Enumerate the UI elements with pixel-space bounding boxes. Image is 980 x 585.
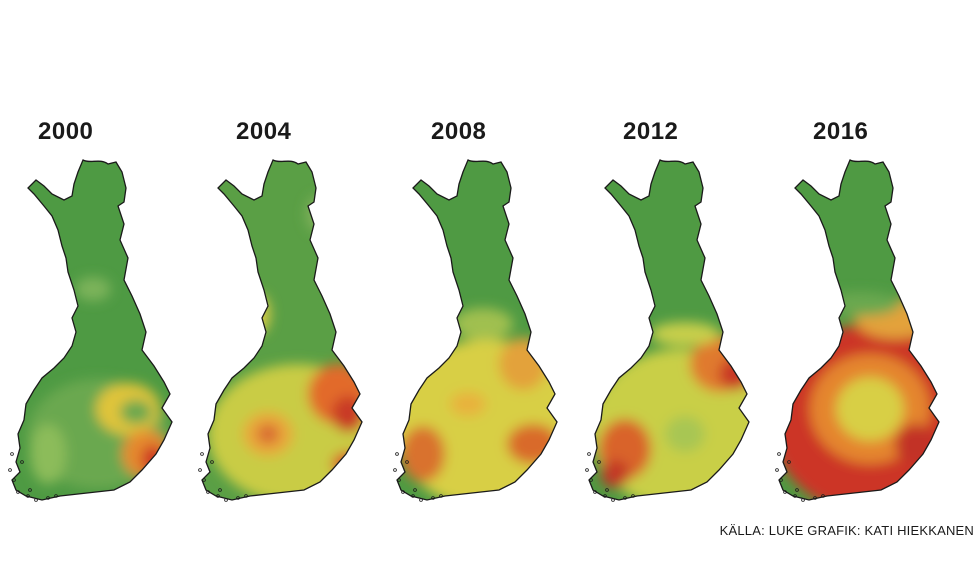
island-mark bbox=[801, 498, 805, 502]
heat-region bbox=[332, 396, 362, 432]
finland-heatmap bbox=[585, 159, 750, 502]
finland-heatmap bbox=[8, 159, 173, 502]
map-year-label: 2004 bbox=[236, 118, 292, 145]
heat-region bbox=[601, 460, 629, 488]
island-mark bbox=[793, 494, 797, 498]
country-outline bbox=[778, 159, 940, 501]
island-mark bbox=[202, 478, 206, 482]
island-mark bbox=[46, 496, 50, 500]
island-mark bbox=[631, 494, 635, 498]
map-panel-2000: 2000 bbox=[8, 118, 204, 518]
heat-region bbox=[820, 292, 900, 316]
heat-region bbox=[208, 364, 362, 500]
island-mark bbox=[397, 478, 401, 482]
island-mark bbox=[593, 490, 597, 494]
island-mark bbox=[34, 498, 38, 502]
island-mark bbox=[585, 468, 589, 472]
heat-region bbox=[30, 424, 66, 484]
map-year-label: 2012 bbox=[623, 118, 679, 145]
island-mark bbox=[411, 494, 415, 498]
island-mark bbox=[198, 468, 202, 472]
island-mark bbox=[775, 468, 779, 472]
country-outline bbox=[11, 159, 173, 501]
island-mark bbox=[783, 490, 787, 494]
finland-heatmap bbox=[393, 159, 558, 502]
island-mark bbox=[12, 478, 16, 482]
island-mark bbox=[10, 452, 14, 456]
island-mark bbox=[54, 494, 58, 498]
island-mark bbox=[210, 460, 214, 464]
island-mark bbox=[218, 488, 222, 492]
island-mark bbox=[777, 452, 781, 456]
island-mark bbox=[224, 498, 228, 502]
finland-heatmap bbox=[775, 159, 940, 502]
island-mark bbox=[236, 496, 240, 500]
island-mark bbox=[393, 468, 397, 472]
heat-region bbox=[120, 400, 152, 424]
island-mark bbox=[216, 494, 220, 498]
map-panel-2004: 2004 bbox=[198, 118, 394, 518]
island-mark bbox=[244, 494, 248, 498]
heat-region bbox=[257, 424, 279, 444]
island-mark bbox=[405, 460, 409, 464]
island-mark bbox=[206, 490, 210, 494]
island-mark bbox=[605, 488, 609, 492]
island-mark bbox=[8, 468, 12, 472]
island-mark bbox=[603, 494, 607, 498]
island-mark bbox=[439, 494, 443, 498]
map-panel-2016: 2016 bbox=[775, 118, 971, 518]
island-mark bbox=[779, 478, 783, 482]
island-mark bbox=[28, 488, 32, 492]
heat-region bbox=[836, 377, 904, 441]
country-outline bbox=[201, 159, 363, 501]
island-mark bbox=[16, 490, 20, 494]
island-mark bbox=[821, 494, 825, 498]
heat-region bbox=[650, 322, 720, 346]
map-panel-2008: 2008 bbox=[393, 118, 589, 518]
island-mark bbox=[813, 496, 817, 500]
island-mark bbox=[611, 498, 615, 502]
island-mark bbox=[419, 498, 423, 502]
heat-region bbox=[719, 358, 749, 390]
country-outline bbox=[588, 159, 750, 501]
island-mark bbox=[401, 490, 405, 494]
map-panel-2012: 2012 bbox=[585, 118, 781, 518]
heat-region bbox=[665, 416, 705, 452]
heat-region bbox=[507, 424, 557, 464]
heat-region bbox=[401, 426, 445, 482]
island-mark bbox=[413, 488, 417, 492]
heat-region bbox=[499, 338, 547, 390]
heat-region bbox=[453, 308, 513, 340]
island-mark bbox=[587, 452, 591, 456]
heat-region bbox=[306, 196, 330, 232]
finland-heatmap bbox=[198, 159, 363, 502]
island-mark bbox=[589, 478, 593, 482]
island-mark bbox=[26, 494, 30, 498]
island-mark bbox=[395, 452, 399, 456]
island-mark bbox=[623, 496, 627, 500]
source-credit: KÄLLA: LUKE GRAFIK: KATI HIEKKANEN bbox=[719, 523, 974, 538]
heat-region bbox=[710, 216, 730, 252]
island-mark bbox=[795, 488, 799, 492]
island-mark bbox=[597, 460, 601, 464]
heat-region bbox=[450, 392, 486, 416]
map-year-label: 2000 bbox=[38, 118, 94, 145]
country-outline bbox=[396, 159, 558, 501]
island-mark bbox=[787, 460, 791, 464]
island-mark bbox=[200, 452, 204, 456]
island-mark bbox=[20, 460, 24, 464]
map-year-label: 2016 bbox=[813, 118, 869, 145]
island-mark bbox=[431, 496, 435, 500]
heat-region bbox=[141, 445, 165, 473]
heat-region bbox=[75, 277, 111, 301]
map-year-label: 2008 bbox=[431, 118, 487, 145]
